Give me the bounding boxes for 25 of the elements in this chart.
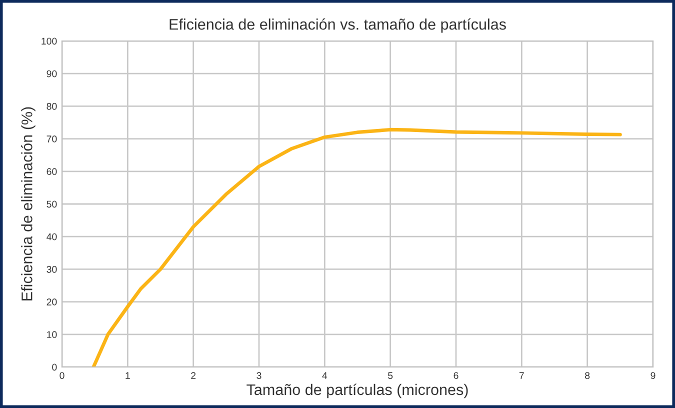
x-tick-label: 6 [454, 372, 458, 379]
y-tick-label: 10 [47, 331, 57, 338]
y-tick-label: 50 [46, 200, 57, 208]
y-tick-label: 70 [46, 136, 57, 142]
y-tick-label: 20 [46, 298, 57, 306]
x-tick-label: 4 [322, 372, 328, 379]
y-tick-label: 30 [46, 266, 57, 273]
x-axis-title: Tamaño de partículas (micrones) [246, 384, 468, 398]
y-tick-label: 40 [46, 233, 57, 240]
x-tick-label: 7 [519, 372, 524, 379]
y-tick-label: 60 [46, 168, 57, 176]
x-tick-label: 3 [256, 372, 262, 379]
x-tick-label: 1 [126, 372, 130, 379]
x-tick-label: 8 [585, 372, 590, 379]
x-tick-label: 2 [191, 372, 196, 379]
chart-title: Eficiencia de eliminación vs. tamaño de partículas [170, 18, 506, 33]
y-tick-label: 90 [46, 70, 57, 78]
x-tick-label: 9 [650, 372, 656, 379]
x-tick-label: 5 [388, 372, 393, 379]
y-axis-title: Eficiencia de eliminación (%) [20, 107, 36, 300]
y-tick-label: 0 [52, 364, 57, 371]
y-tick-label: 80 [46, 102, 57, 110]
line-series [92, 128, 622, 367]
x-tick-label: 0 [60, 372, 64, 379]
y-tick-label: 100 [42, 38, 57, 45]
